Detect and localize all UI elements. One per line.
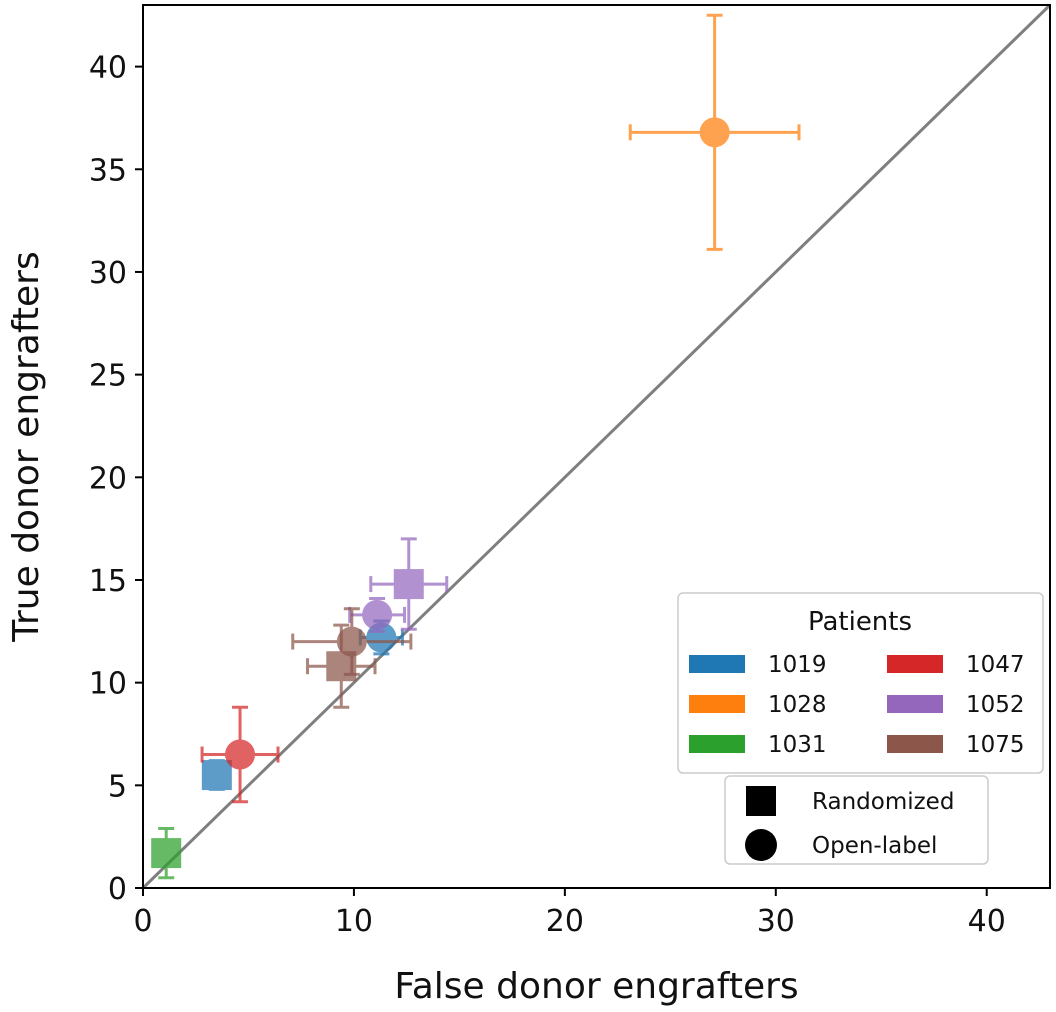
y-tick-label: 20	[89, 461, 127, 496]
data-point-1075-open-label	[291, 607, 413, 676]
y-tick-label: 30	[89, 256, 127, 291]
legend-entry-1047: 1047	[887, 652, 1025, 678]
marker-legend-label: Randomized	[812, 789, 954, 815]
circle-marker	[362, 599, 393, 630]
legend-label: 1028	[768, 692, 827, 718]
legend-entry-1028: 1028	[689, 692, 827, 718]
circle-marker-icon	[745, 829, 777, 861]
circle-marker	[225, 739, 256, 770]
legend-label: 1052	[966, 692, 1025, 718]
x-tick-label: 40	[968, 904, 1006, 939]
x-tick-label: 30	[757, 904, 795, 939]
x-tick-label: 20	[546, 904, 584, 939]
marker-legend-box	[724, 775, 989, 865]
circle-marker	[336, 626, 367, 657]
y-tick-label: 25	[89, 359, 127, 394]
legend-entry-1019: 1019	[689, 652, 827, 678]
legend-swatch	[689, 735, 745, 753]
legend-entry-1031: 1031	[689, 732, 827, 758]
legend-label: 1075	[966, 732, 1025, 758]
y-tick-label: 15	[89, 564, 127, 599]
square-marker-icon	[746, 786, 776, 816]
data-points-layer	[151, 13, 801, 880]
data-point-1047-open-label	[200, 705, 280, 804]
legend-swatch	[887, 695, 943, 713]
x-tick-label: 10	[335, 904, 373, 939]
reference-line	[141, 3, 1052, 890]
marker-legend-entry-square: Randomized	[746, 786, 954, 816]
legend-swatch	[689, 655, 745, 673]
legend-swatch	[887, 735, 943, 753]
y-tick-label: 0	[108, 872, 127, 907]
legend-entry-1052: 1052	[887, 692, 1025, 718]
legend-swatch	[689, 695, 745, 713]
data-point-1052-open-label	[348, 596, 407, 633]
legend-box	[677, 592, 1044, 774]
legend-entry-1075: 1075	[887, 732, 1025, 758]
square-marker	[201, 760, 232, 791]
y-tick-label: 40	[89, 51, 127, 86]
legend-swatch	[887, 655, 943, 673]
data-point-1031-randomized	[151, 826, 182, 880]
legend-label: 1031	[768, 732, 827, 758]
marker-legend-entry-circle: Open-label	[745, 829, 937, 861]
legend-label: 1019	[768, 652, 827, 678]
x-axis-label: False donor engrafters	[394, 966, 798, 1007]
circle-marker	[699, 117, 730, 148]
y-tick-label: 35	[89, 153, 127, 188]
y-tick-label: 5	[108, 769, 127, 804]
marker-legend-label: Open-label	[812, 833, 937, 859]
legend-entries: 1019 1028 1031 1047 1052 1075	[689, 652, 1025, 758]
data-point-1028-open-label	[628, 13, 801, 251]
marker-legend-entries: Randomized Open-label	[745, 786, 954, 861]
reference-line-layer	[141, 3, 1052, 890]
marker-legend: Randomized Open-label	[724, 775, 989, 865]
square-marker	[393, 569, 424, 600]
data-point-1019-randomized	[201, 759, 232, 791]
axis-ticks-layer: 0 10 20 30 40 0 5 10 15 20 25 30 35 40	[89, 51, 1006, 939]
legend: Patients 1019 1028 1031 1047 1052 1075	[677, 592, 1044, 774]
legend-label: 1047	[966, 652, 1025, 678]
y-tick-label: 10	[89, 667, 127, 702]
legend-title: Patients	[808, 607, 912, 637]
x-tick-label: 0	[133, 904, 152, 939]
data-point-1052-randomized	[369, 537, 449, 631]
square-marker	[151, 838, 182, 869]
plot-frame	[142, 4, 1051, 889]
y-axis-label: True donor engrafters	[6, 251, 47, 642]
